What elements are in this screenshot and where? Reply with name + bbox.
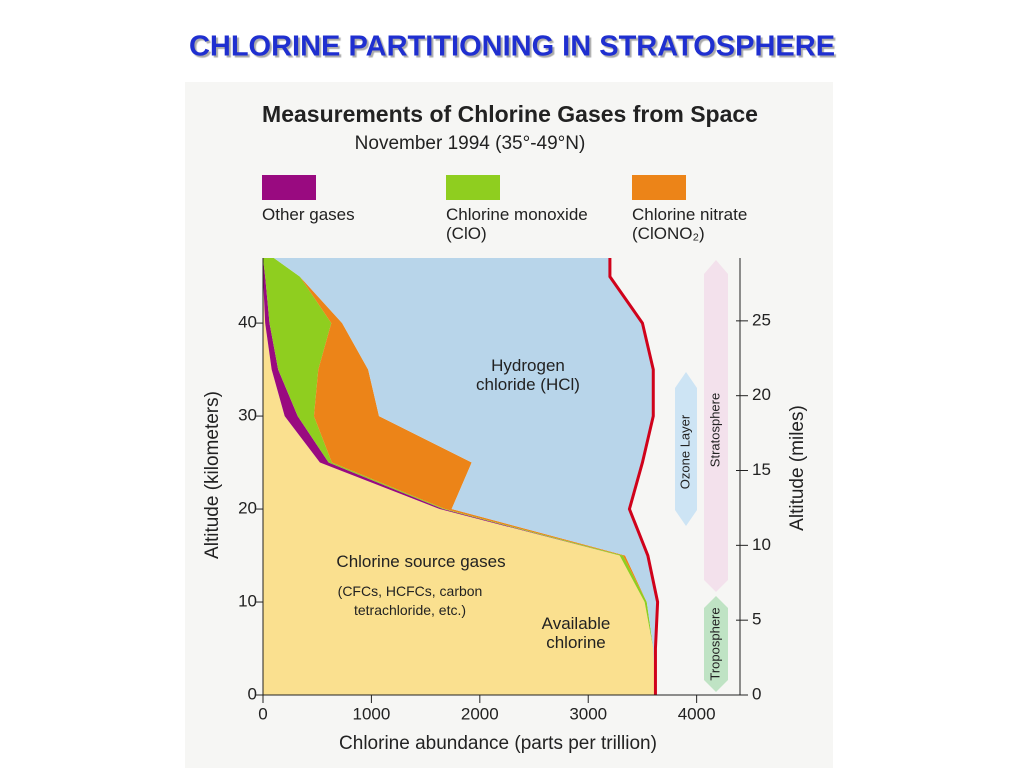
chart-title: Measurements of Chlorine Gases from Spac… — [262, 101, 758, 127]
source-note: (CFCs, HCFCs, carbon tetrachloride, etc.… — [337, 583, 483, 618]
legend-swatch — [262, 175, 316, 200]
stratosphere-bar — [704, 260, 728, 592]
legend-swatch — [632, 175, 686, 200]
legend-label: Other gases — [262, 205, 355, 224]
total-line — [608, 258, 660, 695]
legend-label: Chlorine monoxide (ClO) — [446, 205, 588, 243]
legend-label: Chlorine nitrate (ClONO₂) — [632, 205, 748, 243]
region-label: Hydrogen chloride (HCl) — [476, 356, 580, 394]
troposphere-bar — [704, 596, 728, 692]
ozone-label: Ozone Layer — [677, 414, 692, 489]
y-axis-label: Altitude (kilometers) — [202, 391, 223, 559]
y2-tick-label: 25 — [752, 310, 771, 329]
stratosphere-label: Stratosphere — [707, 393, 722, 467]
y2-tick-label: 5 — [752, 610, 761, 629]
slide-title: CHLORINE PARTITIONING IN STRATOSPHERE — [189, 31, 835, 63]
x-tick-label: 4000 — [678, 704, 716, 723]
chart-subtitle: November 1994 (35°-49°N) — [355, 133, 586, 154]
y2-tick-label: 10 — [752, 535, 771, 554]
y2-tick-label: 20 — [752, 385, 771, 404]
y2-tick-label: 0 — [752, 684, 761, 703]
legend-swatch — [446, 175, 500, 200]
area — [273, 258, 658, 695]
area — [263, 258, 656, 695]
y-tick-label: 40 — [238, 313, 257, 332]
y-tick-label: 0 — [248, 684, 257, 703]
area — [263, 258, 656, 695]
troposphere-label: Troposphere — [707, 607, 722, 680]
x-tick-label: 0 — [258, 704, 267, 723]
x-axis-label: Chlorine abundance (parts per trillion) — [339, 733, 657, 754]
y-tick-label: 20 — [238, 499, 257, 518]
y2-axis-label: Altitude (miles) — [787, 405, 808, 531]
y2-tick-label: 15 — [752, 460, 771, 479]
x-tick-label: 1000 — [352, 704, 390, 723]
y-tick-label: 10 — [238, 592, 257, 611]
x-tick-label: 2000 — [461, 704, 499, 723]
ozone-bar — [675, 372, 697, 526]
area — [273, 258, 656, 695]
y-tick-label: 30 — [238, 406, 257, 425]
region-label: Chlorine source gases — [336, 552, 506, 571]
x-tick-label: 3000 — [569, 704, 607, 723]
plot — [263, 258, 660, 695]
available-note: Available chlorine — [541, 614, 611, 652]
